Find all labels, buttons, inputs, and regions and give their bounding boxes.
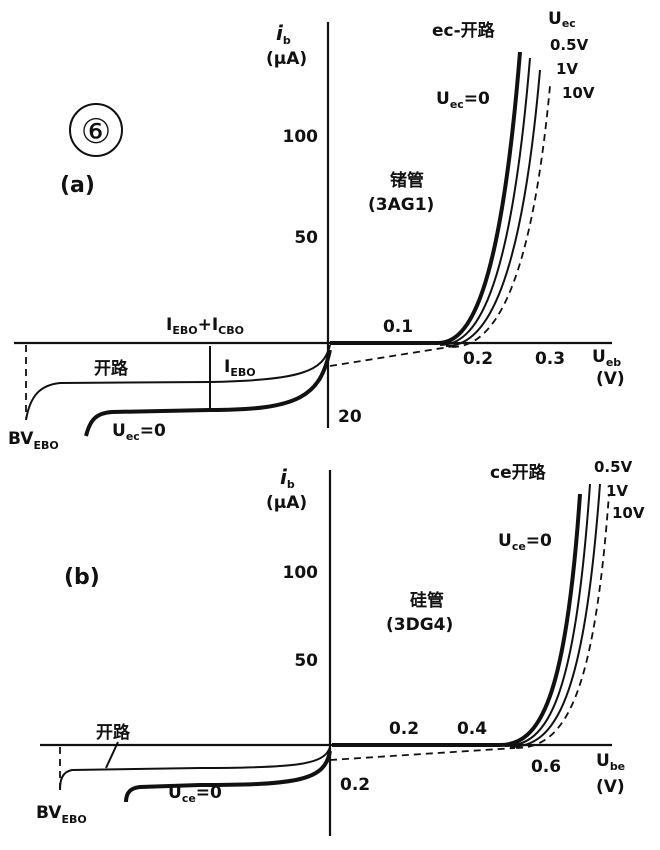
x-tick-label: 0.2: [389, 719, 419, 739]
symbol: +I: [198, 315, 219, 335]
x-axis-unit: (V): [596, 369, 625, 389]
rest: =0: [464, 89, 490, 109]
number-circle: [69, 103, 123, 157]
x-axis-label: Ube: [596, 751, 625, 773]
curve-label: 0.5V: [550, 36, 589, 54]
curve-label: 0.5V: [594, 458, 633, 476]
sub: EBO: [172, 324, 197, 337]
open-label: ce开路: [490, 462, 547, 483]
curve-label: 10V: [562, 84, 595, 102]
sub: b: [287, 478, 295, 491]
sub: EBO: [230, 366, 255, 379]
panel-a: ⑥ (a) ib (μA) 100 50 20 0.1 0.2 0.3 Ueb …: [8, 9, 625, 452]
zero-label: Uce=0: [498, 531, 552, 553]
panel-b: (b) ib (μA) 100 50 0.2 0.2 0.4 0.6 Ube (…: [36, 458, 645, 836]
sub: ec: [450, 98, 464, 111]
y-tick-label: 50: [294, 228, 318, 248]
breakdown-label: BVEBO: [36, 803, 87, 826]
rest: =0: [196, 783, 222, 803]
x-tick-label: 0.4: [457, 719, 487, 739]
sub: ce: [182, 792, 196, 805]
sub: CBO: [218, 324, 244, 337]
symbol: U: [436, 89, 450, 109]
leak-ebo-label: IEBO: [224, 357, 256, 379]
curve-dashed: [515, 493, 610, 749]
reverse-zero-curve: [124, 750, 332, 803]
reverse-open-label: 开路: [96, 722, 131, 743]
model-label: (3DG4): [386, 615, 453, 635]
reverse-zero-curve: [84, 349, 332, 437]
device-label: 硅管: [410, 590, 444, 611]
sub: ec: [126, 430, 140, 443]
symbol: BV: [36, 803, 62, 823]
y-tick-label: 100: [283, 563, 319, 583]
symbol: U: [596, 751, 610, 771]
reverse-open-curve: [25, 344, 331, 421]
symbol: U: [168, 783, 182, 803]
symbol: i: [280, 465, 288, 489]
reverse-dashed: [329, 345, 456, 367]
x-tick-label: 0.1: [383, 317, 413, 337]
sub: EBO: [61, 813, 86, 826]
symbol: U: [592, 347, 606, 367]
sub: b: [283, 34, 291, 47]
curve-zero: [332, 493, 582, 747]
symbol: I: [166, 315, 172, 335]
sub: ce: [512, 540, 526, 553]
panel-label: (a): [60, 173, 95, 198]
rest: =0: [140, 421, 166, 441]
reverse-zero-label: Uec=0: [112, 421, 166, 443]
sub: EBO: [33, 439, 58, 452]
curve-dashed: [451, 85, 551, 348]
curve: [509, 483, 601, 748]
symbol: I: [224, 357, 230, 377]
zero-label: Uec=0: [436, 89, 490, 111]
reverse-dashed: [329, 747, 516, 761]
curve-label: 1V: [606, 482, 628, 500]
curve: [504, 483, 591, 747]
curve-zero: [330, 51, 522, 345]
y-tick-label: 50: [294, 651, 318, 671]
panel-label: (b): [64, 565, 100, 590]
sub: be: [610, 760, 625, 773]
symbol: U: [112, 421, 126, 441]
neg-tick-label: 0.2: [340, 775, 370, 795]
symbol: U: [498, 531, 512, 551]
reverse-open-label: 开路: [94, 358, 129, 379]
symbol: i: [276, 21, 284, 45]
y-axis-unit: (μA): [266, 49, 307, 69]
sub: ec: [562, 17, 576, 30]
param-label: Uec: [548, 9, 576, 30]
x-tick-label: 0.3: [535, 349, 565, 369]
reverse-open-curve: [59, 746, 331, 791]
x-tick-label: 0.2: [463, 349, 493, 369]
y-axis-label: ib: [280, 465, 295, 491]
sub: eb: [606, 356, 621, 369]
leak-total-label: IEBO+ICBO: [166, 315, 244, 337]
rest: =0: [526, 531, 552, 551]
x-tick-label: 0.6: [531, 757, 561, 777]
device-label: 锗管: [390, 170, 424, 191]
model-label: (3AG1): [368, 195, 434, 215]
curve: [439, 57, 531, 346]
curve-label: 1V: [556, 60, 578, 78]
neg-tick-label: 20: [338, 407, 362, 427]
reverse-zero-label: Uce=0: [168, 783, 222, 805]
x-axis-unit: (V): [596, 777, 625, 797]
symbol: BV: [8, 429, 34, 449]
x-axis-label: Ueb: [592, 347, 621, 369]
curve-label: 10V: [612, 504, 645, 522]
symbol: U: [548, 9, 562, 29]
leader-line: [105, 741, 119, 769]
breakdown-label: BVEBO: [8, 429, 59, 452]
figure-number: ⑥: [81, 112, 111, 152]
open-label: ec-开路: [432, 20, 496, 41]
y-axis-unit: (μA): [266, 493, 307, 513]
y-tick-label: 100: [283, 127, 319, 147]
curve: [445, 69, 541, 347]
y-axis-label: ib: [276, 21, 291, 47]
